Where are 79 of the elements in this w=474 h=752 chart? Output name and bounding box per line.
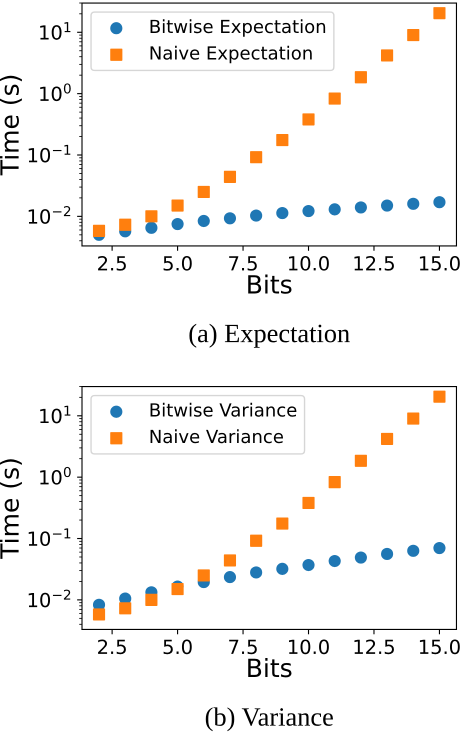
x-tick-label: 10.0 <box>289 256 329 271</box>
point <box>354 454 367 467</box>
y-tick-label: 10$^{0}$ <box>40 466 71 485</box>
x-tick-label: 12.5 <box>354 256 394 271</box>
y-tick-label: 10$^{−2}$ <box>28 206 70 224</box>
point <box>433 7 446 20</box>
point <box>92 608 106 620</box>
point <box>328 554 341 568</box>
text: (a) Expectation <box>189 324 350 348</box>
y-tick-label: 10$^{−1}$ <box>28 528 70 546</box>
point <box>276 562 288 575</box>
point <box>380 432 394 445</box>
legend-label: Naive Expectation <box>150 46 312 64</box>
y-axis-title: Time (s) <box>0 459 22 559</box>
point <box>145 594 158 606</box>
legend-label: Naive Variance <box>150 429 283 444</box>
point <box>119 218 132 231</box>
x-tick-label: 10.0 <box>289 639 329 654</box>
point <box>224 554 236 566</box>
point <box>276 134 288 146</box>
point <box>407 544 420 557</box>
point <box>250 151 262 164</box>
legend-label: Bitwise Expectation <box>150 19 326 37</box>
point <box>302 204 315 218</box>
x-tick-label: 12.5 <box>354 639 394 654</box>
x-tick-label: 7.5 <box>229 256 257 271</box>
point <box>328 92 341 105</box>
point <box>276 207 288 220</box>
legend-label: Bitwise Variance <box>150 402 296 417</box>
y-tick-label: 10$^{−2}$ <box>28 590 70 608</box>
point <box>145 210 158 222</box>
x-tick-label: 2.5 <box>98 256 126 271</box>
point <box>433 542 446 554</box>
point <box>92 224 106 237</box>
point <box>380 49 394 62</box>
x-tick-label: 2.5 <box>98 639 126 654</box>
x-tick-label: 15.0 <box>420 256 460 271</box>
point <box>198 214 210 228</box>
point <box>198 186 210 198</box>
point <box>172 218 184 230</box>
point <box>302 558 315 572</box>
x-tick-label: 7.5 <box>229 640 257 654</box>
point <box>250 210 262 222</box>
point <box>407 198 420 210</box>
point <box>328 203 341 216</box>
point <box>172 583 184 596</box>
point <box>433 390 446 403</box>
point <box>433 196 446 208</box>
point <box>224 571 236 584</box>
point <box>198 569 210 582</box>
point <box>302 113 315 126</box>
point <box>224 212 236 224</box>
point <box>328 476 341 488</box>
x-tick-label: 5.0 <box>164 639 192 654</box>
point <box>119 602 132 614</box>
y-tick-label: 10$^{1}$ <box>40 406 70 424</box>
point <box>354 201 367 214</box>
point <box>250 534 262 547</box>
y-tick-label: 10$^{0}$ <box>40 83 71 102</box>
y-axis-title: Time (s) <box>0 76 22 176</box>
y-tick-label: 10$^{1}$ <box>40 22 70 40</box>
point <box>172 199 184 212</box>
point <box>302 496 315 510</box>
point <box>407 29 420 42</box>
point <box>145 222 158 234</box>
x-axis-title: Bits <box>248 274 292 294</box>
y-tick-label: 10$^{−1}$ <box>28 144 70 163</box>
x-axis-title: Bits <box>248 658 292 678</box>
text: (b) Variance <box>206 707 333 732</box>
x-tick-label: 15.0 <box>420 639 460 654</box>
point <box>250 566 262 579</box>
point <box>380 548 394 560</box>
x-tick-label: 5.0 <box>164 256 192 271</box>
point <box>354 551 367 564</box>
point <box>276 518 288 530</box>
point <box>407 412 420 425</box>
point <box>380 199 394 212</box>
point <box>224 170 236 183</box>
point <box>354 71 367 84</box>
